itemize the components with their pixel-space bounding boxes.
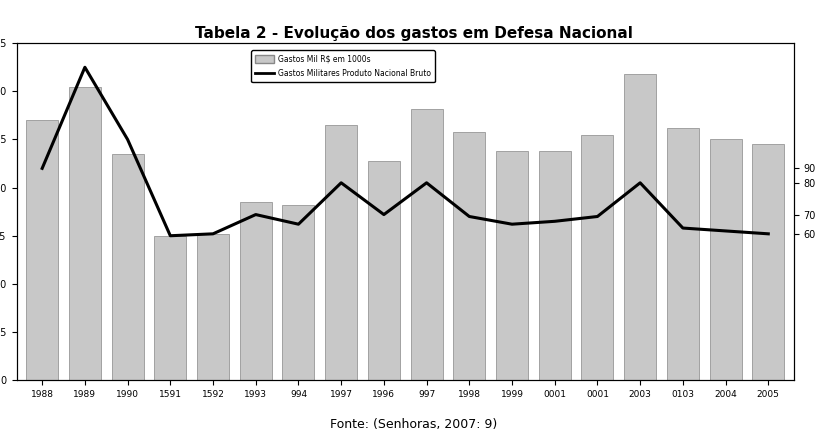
- Bar: [538, 151, 571, 380]
- Bar: [496, 151, 528, 380]
- Bar: [410, 109, 442, 380]
- Legend: Gastos Mil R$ em 1000s, Gastos Militares Produto Nacional Bruto: Gastos Mil R$ em 1000s, Gastos Militares…: [251, 51, 435, 82]
- Bar: [667, 128, 699, 380]
- Bar: [710, 140, 742, 380]
- Text: Tabela 2 - Evolução dos gastos em Defesa Nacional: Tabela 2 - Evolução dos gastos em Defesa…: [194, 26, 633, 41]
- Bar: [240, 202, 272, 380]
- Bar: [453, 132, 485, 380]
- Bar: [753, 144, 784, 380]
- Bar: [624, 74, 656, 380]
- Bar: [368, 161, 400, 380]
- Bar: [69, 86, 101, 380]
- Bar: [325, 125, 357, 380]
- Bar: [581, 135, 614, 380]
- Bar: [26, 120, 58, 380]
- Bar: [155, 236, 186, 380]
- Bar: [112, 154, 144, 380]
- Bar: [197, 234, 229, 380]
- Bar: [283, 205, 314, 380]
- Text: Fonte: (Senhoras, 2007: 9): Fonte: (Senhoras, 2007: 9): [330, 418, 497, 431]
